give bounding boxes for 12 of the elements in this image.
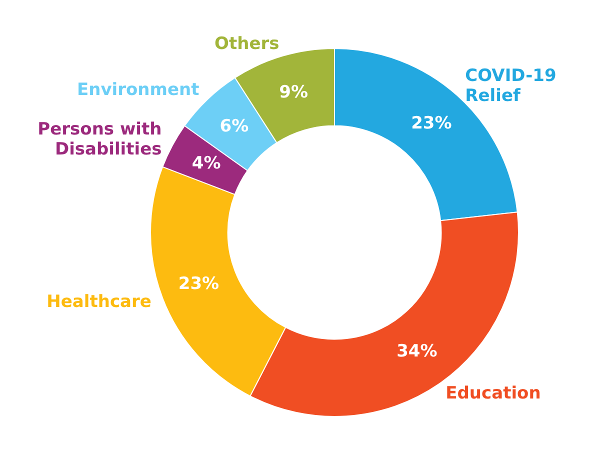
data-label: 23% <box>411 114 452 134</box>
data-label: 9% <box>279 82 308 102</box>
slice-label: Others <box>214 34 280 54</box>
slice-label: Education <box>446 383 541 404</box>
data-label: 4% <box>192 153 221 174</box>
data-label: 23% <box>178 274 220 294</box>
data-label: 6% <box>220 116 249 137</box>
slice-label: Environment <box>76 80 200 100</box>
slice-label: Healthcare <box>46 292 152 312</box>
slice-label: COVID-19 Relief <box>465 66 556 106</box>
data-label: 34% <box>396 342 438 362</box>
slice-label: Persons with Disabilities <box>38 119 162 160</box>
